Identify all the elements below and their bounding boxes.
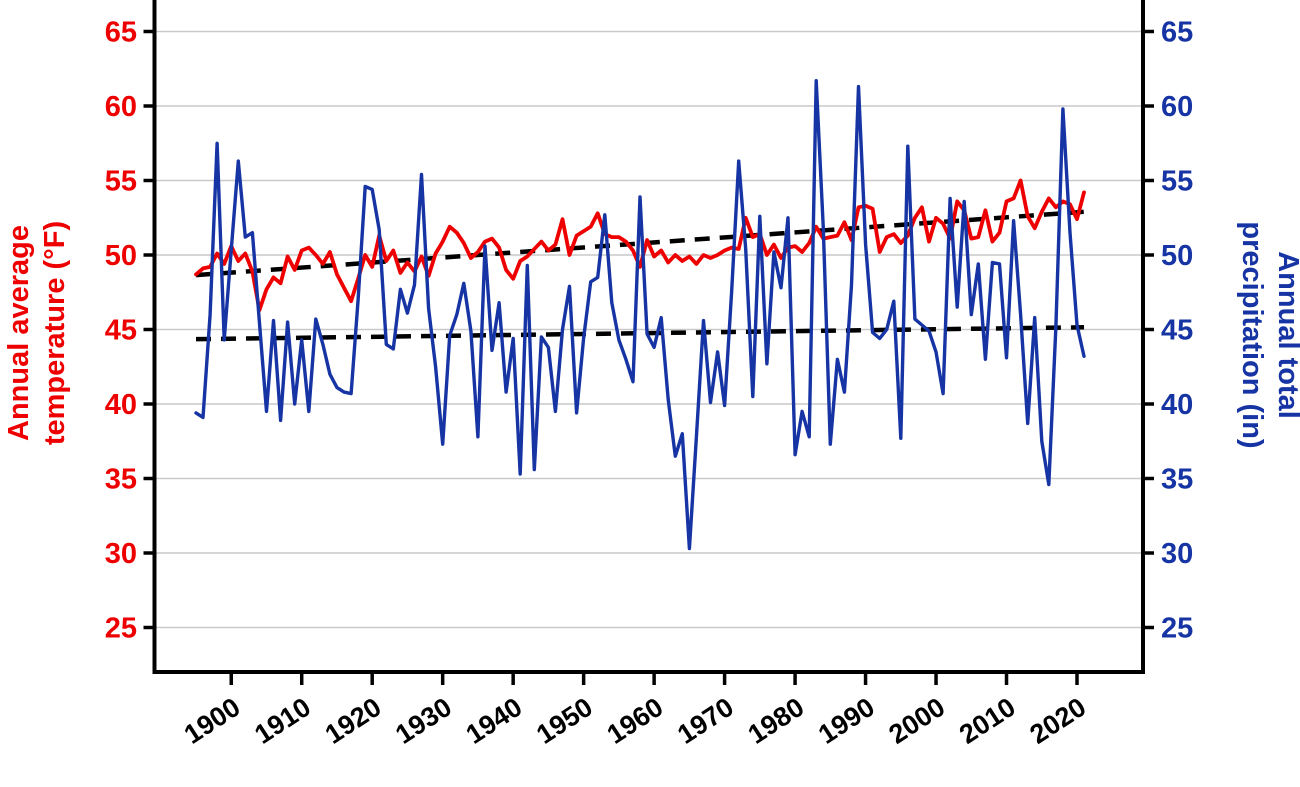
- right-tick-label: 65: [1161, 17, 1193, 49]
- annual-total-precipitation-line: [194, 78, 1086, 551]
- left-tick-label: 50: [105, 240, 137, 272]
- right-tick-label: 25: [1161, 613, 1193, 645]
- right-tick-label: 50: [1161, 240, 1193, 272]
- left-axis-title-line2: temperature (°F): [39, 221, 71, 445]
- year-tick-label: 2010: [954, 692, 1021, 750]
- year-tick-label: 2020: [1025, 692, 1092, 750]
- year-tick-label: 1910: [249, 692, 316, 750]
- year-tick-label: 1900: [179, 692, 246, 750]
- gridlines: [154, 30, 1143, 629]
- year-tick-label: 1950: [531, 692, 598, 750]
- right-tick-label: 40: [1161, 389, 1193, 421]
- year-tick-label: 1980: [743, 692, 810, 750]
- right-tick-label: 35: [1161, 464, 1193, 496]
- right-tick-label: 30: [1161, 538, 1193, 570]
- year-tick-label: 1930: [390, 692, 457, 750]
- annual-average-temperature-line: [194, 178, 1086, 313]
- year-tick-label: 1960: [602, 692, 669, 750]
- year-tick-label: 1990: [813, 692, 880, 750]
- left-tick-label: 35: [105, 464, 137, 496]
- right-axis-title-line1: Annual total: [1272, 251, 1300, 419]
- left-tick-label: 25: [105, 613, 137, 645]
- year-tick-label: 1920: [320, 692, 387, 750]
- left-tick-label: 65: [105, 17, 137, 49]
- right-tick-label: 45: [1161, 315, 1193, 347]
- axis-ticks: [143, 29, 1154, 685]
- data-series: [194, 78, 1086, 551]
- right-tick-label: 55: [1161, 166, 1193, 198]
- right-axis-title-line2: precipitation (in): [1236, 221, 1268, 448]
- left-tick-label: 40: [105, 389, 137, 421]
- axes: [152, 0, 1145, 674]
- left-axis-title-line1: Annual average: [3, 225, 35, 441]
- year-tick-label: 1940: [461, 692, 528, 750]
- year-tick-label: 2000: [884, 692, 951, 750]
- left-tick-label: 60: [105, 91, 137, 123]
- left-tick-label: 30: [105, 538, 137, 570]
- right-tick-label: 60: [1161, 91, 1193, 123]
- left-tick-label: 45: [105, 315, 137, 347]
- left-tick-label: 55: [105, 166, 137, 198]
- year-tick-label: 1970: [672, 692, 739, 750]
